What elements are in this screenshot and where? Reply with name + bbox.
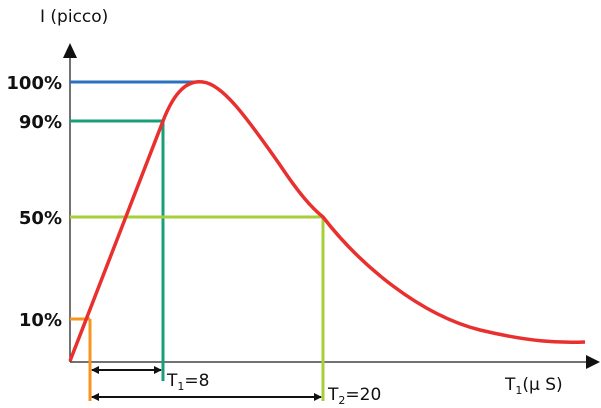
y-axis-title: I (picco) xyxy=(40,7,108,27)
tick-label-90: 90% xyxy=(19,112,62,133)
t1-label: T1=8 xyxy=(166,371,209,393)
t2-label: T2=20 xyxy=(327,385,381,407)
tick-label-100: 100% xyxy=(6,73,62,94)
tick-label-10: 10% xyxy=(19,310,62,331)
y-axis-arrow-icon xyxy=(63,43,77,58)
x-axis-title: T1(μ S) xyxy=(504,375,563,397)
x-axis-arrow-icon xyxy=(586,355,600,369)
tick-label-50: 50% xyxy=(19,208,62,229)
current-curve xyxy=(68,80,586,362)
